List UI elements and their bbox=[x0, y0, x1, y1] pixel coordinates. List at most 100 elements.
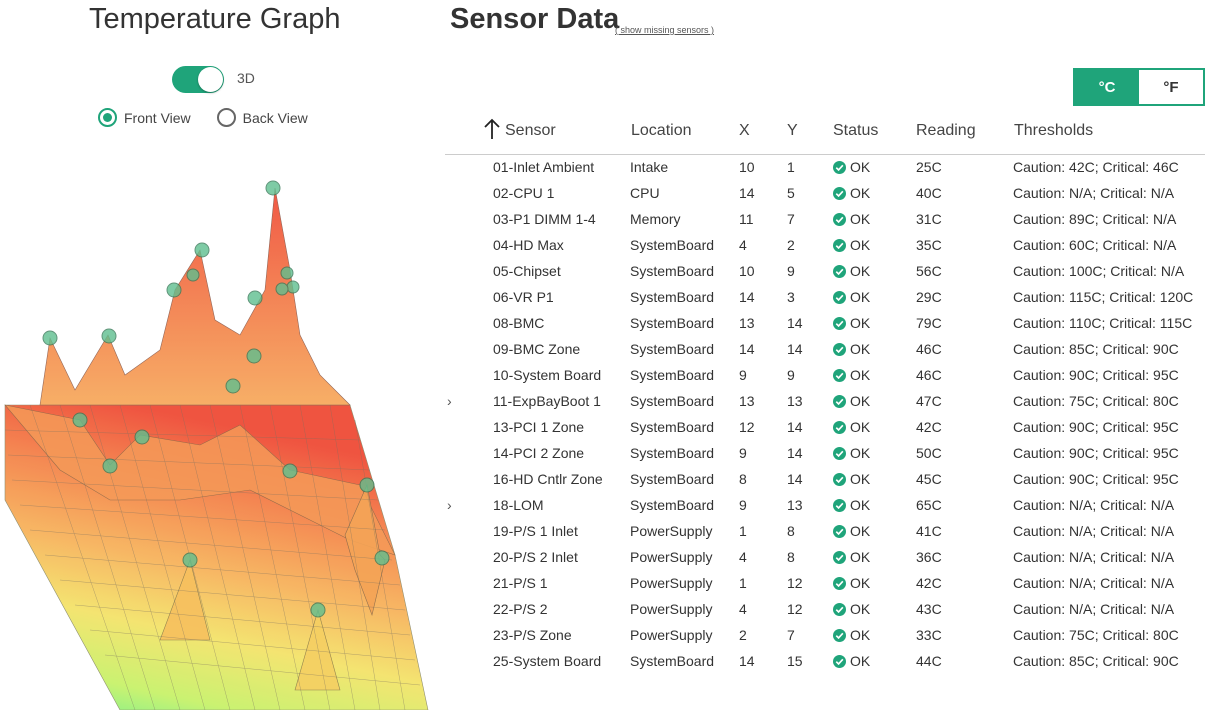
table-row[interactable]: › 18-LOM SystemBoard 9 13 OK 65C Caution: N/A; … bbox=[445, 492, 1205, 518]
cell-x: 4 bbox=[739, 601, 747, 617]
sensor-marker[interactable] bbox=[72, 412, 88, 428]
sensor-marker[interactable] bbox=[374, 550, 390, 566]
row-expand-chevron-icon[interactable]: › bbox=[447, 497, 452, 513]
cell-location: SystemBoard bbox=[630, 315, 715, 331]
back-view-radio[interactable]: Back View bbox=[216, 108, 308, 127]
cell-y: 5 bbox=[787, 185, 795, 201]
table-row[interactable]: › 11-ExpBayBoot 1 SystemBoard 13 13 OK 47C Caut… bbox=[445, 388, 1205, 414]
cell-location: PowerSupply bbox=[630, 601, 713, 617]
cell-status: OK bbox=[833, 497, 870, 513]
table-row[interactable]: 25-System Board SystemBoard 14 15 OK 44C Cauti… bbox=[445, 648, 1205, 674]
header-thresholds[interactable]: Thresholds bbox=[1014, 122, 1094, 139]
show-missing-sensors-link[interactable]: ( show missing sensors ) bbox=[615, 25, 715, 35]
cell-sensor: 08-BMC bbox=[493, 315, 545, 331]
3d-toggle-label: 3D bbox=[237, 70, 255, 86]
header-reading[interactable]: Reading bbox=[916, 122, 976, 139]
header-sensor[interactable]: Sensor bbox=[505, 122, 556, 139]
cell-thresholds: Caution: 89C; Critical: N/A bbox=[1013, 211, 1177, 227]
cell-location: SystemBoard bbox=[630, 445, 715, 461]
sensor-marker[interactable] bbox=[265, 180, 281, 196]
sensor-marker[interactable] bbox=[182, 552, 198, 568]
table-row[interactable]: 10-System Board SystemBoard 9 9 OK 46C Caution… bbox=[445, 362, 1205, 388]
ok-check-icon bbox=[833, 602, 846, 616]
header-x[interactable]: X bbox=[739, 122, 750, 139]
table-row[interactable]: 04-HD Max SystemBoard 4 2 OK 35C Caution: 60C;… bbox=[445, 232, 1205, 258]
ok-check-icon bbox=[833, 576, 846, 590]
3d-toggle[interactable] bbox=[172, 66, 224, 93]
cell-thresholds: Caution: 75C; Critical: 80C bbox=[1013, 627, 1179, 643]
table-row[interactable]: 22-P/S 2 PowerSupply 4 12 OK 43C Caution: N/A;… bbox=[445, 596, 1205, 622]
sensor-marker[interactable] bbox=[310, 602, 326, 618]
status-text: OK bbox=[850, 263, 871, 279]
cell-x: 2 bbox=[739, 627, 747, 643]
cell-sensor: 20-P/S 2 Inlet bbox=[493, 549, 578, 565]
cell-y: 12 bbox=[787, 575, 803, 591]
sensor-marker[interactable] bbox=[101, 328, 117, 344]
sensor-marker[interactable] bbox=[102, 458, 118, 474]
table-row[interactable]: 16-HD Cntlr Zone SystemBoard 8 14 OK 45C Cauti… bbox=[445, 466, 1205, 492]
cell-x: 1 bbox=[739, 523, 747, 539]
cell-sensor: 01-Inlet Ambient bbox=[493, 159, 595, 175]
sensor-marker[interactable] bbox=[134, 429, 150, 445]
cell-status: OK bbox=[833, 653, 870, 669]
header-y[interactable]: Y bbox=[787, 122, 798, 139]
table-row[interactable]: 13-PCI 1 Zone SystemBoard 12 14 OK 42C Caution… bbox=[445, 414, 1205, 440]
sensor-marker[interactable] bbox=[166, 282, 182, 298]
table-row[interactable]: 02-CPU 1 CPU 14 5 OK 40C Caution: N/A; Critica… bbox=[445, 180, 1205, 206]
ok-check-icon bbox=[833, 524, 846, 538]
cell-location: SystemBoard bbox=[630, 393, 715, 409]
cell-x: 14 bbox=[739, 653, 755, 669]
table-row[interactable]: 05-Chipset SystemBoard 10 9 OK 56C Caution: 10… bbox=[445, 258, 1205, 284]
fahrenheit-button[interactable]: °F bbox=[1139, 70, 1203, 104]
cell-thresholds: Caution: 90C; Critical: 95C bbox=[1013, 419, 1179, 435]
sensor-marker[interactable] bbox=[275, 282, 289, 296]
cell-location: SystemBoard bbox=[630, 497, 715, 513]
sensor-marker[interactable] bbox=[282, 463, 298, 479]
cell-x: 14 bbox=[739, 289, 755, 305]
cell-status: OK bbox=[833, 315, 870, 331]
sensor-marker[interactable] bbox=[280, 266, 294, 280]
status-text: OK bbox=[850, 471, 871, 487]
cell-location: SystemBoard bbox=[630, 471, 715, 487]
table-row[interactable]: 08-BMC SystemBoard 13 14 OK 79C Caution: 110C;… bbox=[445, 310, 1205, 336]
cell-reading: 42C bbox=[916, 419, 942, 435]
cell-thresholds: Caution: 90C; Critical: 95C bbox=[1013, 367, 1179, 383]
cell-thresholds: Caution: N/A; Critical: N/A bbox=[1013, 575, 1175, 591]
cell-location: SystemBoard bbox=[630, 237, 715, 253]
front-view-radio-circle bbox=[98, 108, 117, 127]
sensor-marker[interactable] bbox=[194, 242, 210, 258]
table-row[interactable]: 01-Inlet Ambient Intake 10 1 OK 25C Caution: 4… bbox=[445, 154, 1205, 180]
sensor-marker[interactable] bbox=[247, 290, 263, 306]
row-expand-chevron-icon[interactable]: › bbox=[447, 393, 452, 409]
cell-sensor: 03-P1 DIMM 1-4 bbox=[493, 211, 596, 227]
table-row[interactable]: 23-P/S Zone PowerSupply 2 7 OK 33C Caution: 75… bbox=[445, 622, 1205, 648]
temperature-3d-surface[interactable] bbox=[0, 170, 445, 710]
sensor-marker[interactable] bbox=[246, 348, 262, 364]
table-row[interactable]: 21-P/S 1 PowerSupply 1 12 OK 42C Caution: N/A;… bbox=[445, 570, 1205, 596]
status-text: OK bbox=[850, 653, 871, 669]
cell-y: 3 bbox=[787, 289, 795, 305]
table-row[interactable]: 09-BMC Zone SystemBoard 14 14 OK 46C Caution: … bbox=[445, 336, 1205, 362]
cell-status: OK bbox=[833, 419, 870, 435]
celsius-button[interactable]: °C bbox=[1075, 70, 1139, 104]
ok-check-icon bbox=[833, 420, 846, 434]
cell-x: 13 bbox=[739, 393, 755, 409]
header-location[interactable]: Location bbox=[631, 122, 692, 139]
ok-check-icon bbox=[833, 446, 846, 460]
table-row[interactable]: 14-PCI 2 Zone SystemBoard 9 14 OK 50C Caution:… bbox=[445, 440, 1205, 466]
sensor-marker[interactable] bbox=[186, 268, 200, 282]
table-row[interactable]: 06-VR P1 SystemBoard 14 3 OK 29C Caution: 115C… bbox=[445, 284, 1205, 310]
cell-thresholds: Caution: N/A; Critical: N/A bbox=[1013, 601, 1175, 617]
table-row[interactable]: 03-P1 DIMM 1-4 Memory 11 7 OK 31C Caution: 89C… bbox=[445, 206, 1205, 232]
sensor-marker[interactable] bbox=[286, 280, 300, 294]
table-row[interactable]: 20-P/S 2 Inlet PowerSupply 4 8 OK 36C Caution:… bbox=[445, 544, 1205, 570]
cell-y: 9 bbox=[787, 367, 795, 383]
sensor-marker[interactable] bbox=[42, 330, 58, 346]
header-status[interactable]: Status bbox=[833, 122, 879, 139]
cell-location: SystemBoard bbox=[630, 263, 715, 279]
sensor-marker[interactable] bbox=[225, 378, 241, 394]
cell-sensor: 04-HD Max bbox=[493, 237, 564, 253]
sensor-marker[interactable] bbox=[359, 477, 375, 493]
front-view-radio[interactable]: Front View bbox=[98, 108, 191, 127]
table-row[interactable]: 19-P/S 1 Inlet PowerSupply 1 8 OK 41C Caution:… bbox=[445, 518, 1205, 544]
